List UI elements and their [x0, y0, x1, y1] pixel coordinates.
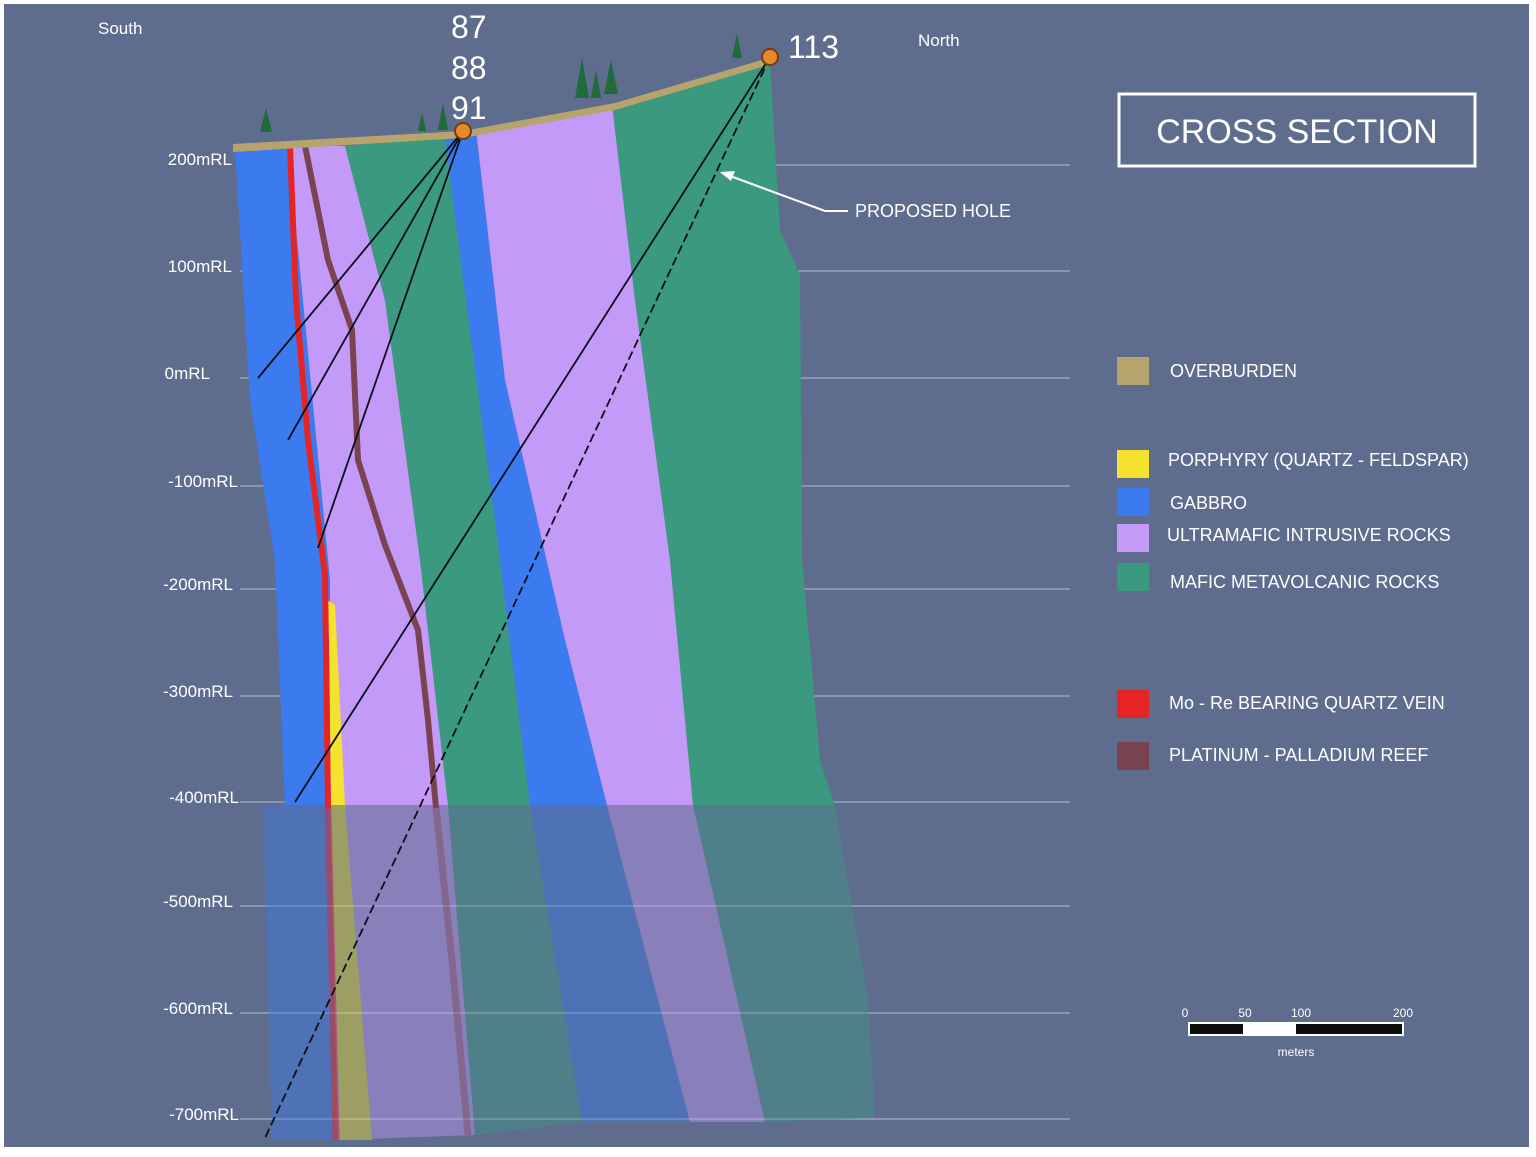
ultramafic-unit-central	[476, 104, 693, 805]
porphyry-dyke-projected	[331, 805, 372, 1140]
legend-label: PLATINUM - PALLADIUM REEF	[1169, 745, 1428, 765]
legend-label: GABBRO	[1170, 493, 1247, 513]
gabbro-unit-central	[445, 130, 607, 805]
scale-tick-label: 50	[1238, 1006, 1252, 1020]
tree-icon	[604, 60, 618, 94]
ultramafic-unit-central-projected	[607, 805, 765, 1122]
overburden-layer	[233, 57, 772, 152]
drill-hole-88	[287, 130, 464, 441]
drill-hole-113	[294, 56, 771, 803]
scale-bar: 0 50 100 200 meters	[1182, 1006, 1414, 1059]
mafic-metavolcanic-unit-north-projected	[693, 805, 875, 1122]
tree-icon	[575, 58, 589, 98]
legend-label: MAFIC METAVOLCANIC ROCKS	[1170, 572, 1439, 592]
level-label: -700mRL	[169, 1105, 239, 1124]
level-label: -600mRL	[163, 999, 233, 1018]
gabbro-unit-south-projected	[263, 805, 333, 1140]
legend-item-porphyry: PORPHYRY (QUARTZ - FELDSPAR)	[1117, 450, 1469, 478]
platinum-palladium-reef	[302, 145, 439, 809]
gabbro-unit-south	[235, 146, 330, 805]
collar-icon	[761, 48, 779, 66]
porphyry-dyke	[327, 600, 345, 805]
legend-swatch	[1117, 524, 1149, 552]
tree-icon	[438, 103, 448, 130]
legend-label: PORPHYRY (QUARTZ - FELDSPAR)	[1168, 450, 1469, 470]
drill-hole-91	[317, 130, 464, 549]
scale-tick-label: 200	[1393, 1006, 1413, 1020]
tree-icon	[732, 33, 742, 58]
mo-re-quartz-vein-projected	[324, 807, 340, 1141]
legend-label: Mo - Re BEARING QUARTZ VEIN	[1169, 693, 1445, 713]
legend-item-overburden: OVERBURDEN	[1117, 357, 1297, 385]
legend-item-mafic-metavolcanic: MAFIC METAVOLCANIC ROCKS	[1117, 563, 1439, 592]
scale-bar-segment	[1190, 1024, 1243, 1034]
mafic-metavolcanic-unit-north	[612, 62, 835, 805]
collar-icon	[454, 122, 472, 140]
mo-re-quartz-vein	[287, 145, 331, 809]
ultramafic-unit-south	[288, 146, 448, 805]
scale-tick-label: 100	[1291, 1006, 1311, 1020]
legend-swatch	[1117, 488, 1149, 516]
tree-icon	[418, 113, 426, 131]
level-label: -200mRL	[163, 575, 233, 594]
drill-holes	[257, 56, 771, 1139]
drill-hole-87	[257, 130, 464, 379]
mafic-metavolcanic-unit-south	[345, 136, 530, 805]
figure-title: CROSS SECTION	[1156, 113, 1437, 151]
level-label: -500mRL	[163, 892, 233, 911]
collar-label-87: 87	[451, 9, 487, 45]
arrow-head-icon	[720, 171, 735, 181]
title-box	[1117, 92, 1477, 168]
gabbro-unit-central-projected	[530, 805, 690, 1122]
geology-lower-projected	[263, 805, 875, 1140]
geology-upper	[235, 62, 835, 805]
level-label: -100mRL	[168, 472, 238, 491]
legend-item-gabbro: GABBRO	[1117, 488, 1247, 516]
south-label: South	[98, 19, 142, 38]
tree-icon	[591, 70, 601, 98]
north-label: North	[918, 31, 960, 50]
legend: OVERBURDEN PORPHYRY (QUARTZ - FELDSPAR) …	[1117, 357, 1469, 770]
scale-tick-label: 0	[1182, 1006, 1189, 1020]
mafic-metavolcanic-unit-south-projected	[448, 805, 582, 1135]
legend-swatch	[1117, 357, 1149, 385]
collar-label-113: 113	[788, 29, 839, 65]
legend-swatch	[1117, 563, 1149, 591]
legend-label: OVERBURDEN	[1170, 361, 1297, 381]
legend-item-ultramafic: ULTRAMAFIC INTRUSIVE ROCKS	[1117, 524, 1451, 552]
scale-bar-segment	[1296, 1024, 1402, 1034]
legend-label: ULTRAMAFIC INTRUSIVE ROCKS	[1167, 525, 1451, 545]
platinum-palladium-reef-projected	[432, 807, 472, 1136]
level-label: 0mRL	[165, 364, 210, 383]
proposed-hole-label: PROPOSED HOLE	[855, 201, 1011, 221]
collar-label-88: 88	[451, 50, 487, 86]
ultramafic-unit-south-projected	[330, 805, 475, 1140]
tree-icon	[260, 108, 272, 132]
scale-unit-label: meters	[1278, 1045, 1315, 1059]
level-labels: 200mRL 100mRL 0mRL -100mRL -200mRL -300m…	[163, 150, 239, 1124]
trees	[260, 33, 742, 132]
legend-item-mo-re-vein: Mo - Re BEARING QUARTZ VEIN	[1117, 690, 1445, 718]
collar-label-91: 91	[451, 90, 487, 126]
level-label: -300mRL	[163, 682, 233, 701]
proposed-hole-leader-line	[721, 172, 848, 212]
level-label: -400mRL	[169, 788, 239, 807]
proposed-drill-hole	[264, 56, 771, 1139]
legend-swatch	[1117, 690, 1149, 718]
level-label: 100mRL	[168, 257, 232, 276]
legend-item-pt-pd-reef: PLATINUM - PALLADIUM REEF	[1117, 742, 1428, 770]
level-label: 200mRL	[168, 150, 232, 169]
legend-swatch	[1117, 742, 1149, 770]
legend-swatch	[1117, 450, 1149, 478]
